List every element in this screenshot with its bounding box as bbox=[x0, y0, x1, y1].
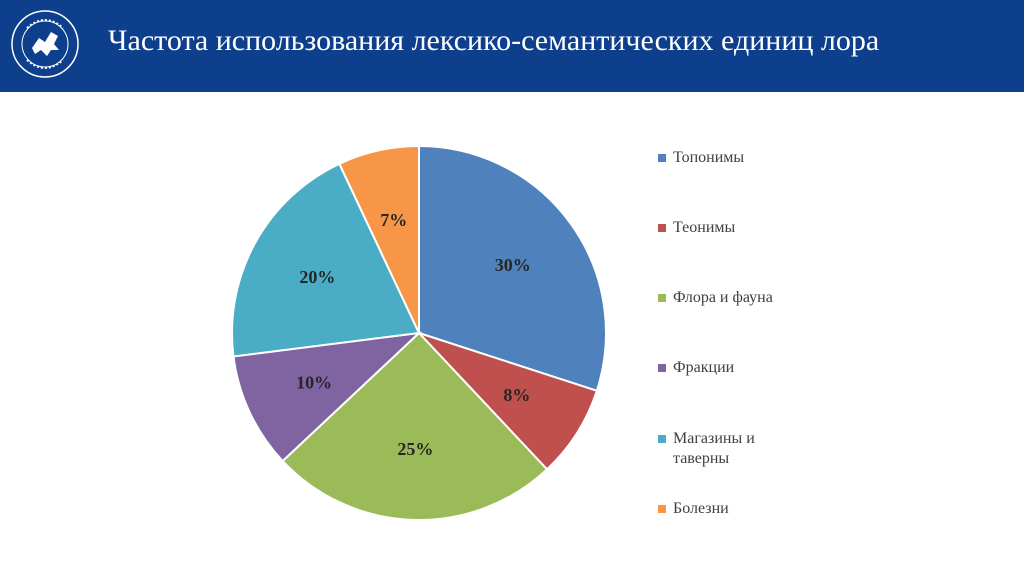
header-bar: Частота использования лексико-семантичес… bbox=[0, 0, 1024, 92]
university-crest-icon bbox=[11, 10, 79, 78]
pie-data-label-1: 30% bbox=[495, 255, 531, 275]
pie-slice-6 bbox=[338, 144, 420, 334]
legend-swatch bbox=[658, 364, 666, 372]
legend-label: Топонимы bbox=[673, 149, 745, 166]
pie-slice-2 bbox=[418, 332, 599, 471]
legend-swatch bbox=[658, 435, 666, 443]
pie-slice-3 bbox=[281, 331, 549, 521]
legend-label: Фракции bbox=[673, 359, 735, 376]
legend-swatch bbox=[658, 154, 666, 162]
legend-swatch bbox=[658, 294, 666, 302]
legend-label: Магазины и таверны bbox=[673, 430, 755, 467]
pie-data-label-6: 7% bbox=[380, 210, 407, 230]
pie-chart: 30% 8% 25% 10% 20% 7% bbox=[231, 144, 607, 521]
pie-slice-5 bbox=[231, 162, 421, 358]
legend-swatch bbox=[658, 505, 666, 513]
legend-label: Болезни bbox=[673, 500, 729, 517]
legend-label: Флора и фауна bbox=[673, 289, 773, 306]
pie-slice-4 bbox=[232, 331, 422, 463]
pie-data-label-2: 8% bbox=[503, 385, 530, 405]
legend-label: Теонимы bbox=[673, 219, 736, 236]
page-title: Частота использования лексико-семантичес… bbox=[108, 24, 880, 57]
legend-item: Топонимы bbox=[658, 148, 793, 168]
legend-item: Фракции bbox=[658, 358, 793, 378]
pie-data-label-3: 25% bbox=[397, 439, 433, 459]
pie-slice-1 bbox=[418, 144, 607, 393]
legend-item: Болезни bbox=[658, 499, 793, 519]
legend-item: Магазины и таверны bbox=[658, 429, 793, 469]
pie-data-label-4: 10% bbox=[296, 372, 332, 392]
pie-data-label-5: 20% bbox=[299, 267, 335, 287]
legend-item: Флора и фауна bbox=[658, 288, 793, 308]
legend-swatch bbox=[658, 224, 666, 232]
legend-item: Теонимы bbox=[658, 218, 793, 238]
